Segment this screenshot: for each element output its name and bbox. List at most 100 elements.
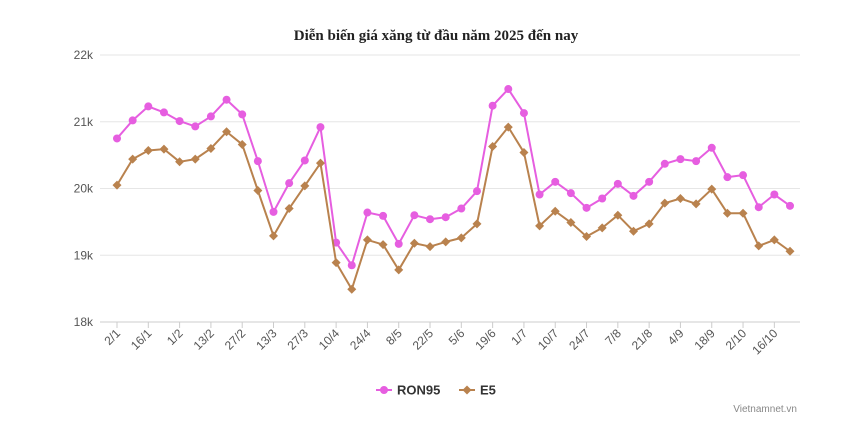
y-tick-label: 22k (74, 48, 94, 62)
e5-point (347, 284, 357, 294)
e5-point (738, 208, 748, 218)
e5-point (425, 242, 435, 252)
e5-point (112, 180, 122, 190)
x-tick-label: 16/1 (128, 326, 155, 353)
e5-point (597, 223, 607, 233)
legend-item-ron95[interactable]: RON95 (376, 383, 440, 398)
legend-e5-label: E5 (480, 383, 496, 398)
ron95-point (535, 190, 544, 199)
ron95-point (504, 85, 513, 94)
ron95-point (551, 177, 560, 186)
series-layer (112, 85, 795, 294)
x-tick-label: 13/3 (253, 326, 280, 353)
y-tick-label: 19k (74, 248, 94, 262)
ron95-point (316, 123, 325, 132)
e5-point (691, 199, 701, 209)
ron95-point (128, 116, 137, 125)
x-tick-label: 7/8 (602, 326, 624, 348)
x-tick-label: 24/4 (347, 326, 374, 353)
x-tick-label: 4/9 (665, 326, 687, 348)
x-tick-label: 1/2 (164, 326, 186, 348)
ron95-point (426, 215, 435, 224)
e5-point (331, 258, 341, 268)
ron95-point (191, 122, 200, 131)
e5-line (116, 126, 791, 291)
e5-point (269, 231, 279, 241)
legend[interactable]: RON95 E5 (376, 383, 496, 398)
x-tick-label: 10/7 (535, 326, 562, 353)
x-tick-label: 27/3 (285, 326, 312, 353)
ron95-point (754, 203, 763, 212)
e5-point (159, 144, 169, 154)
legend-ron95-marker (380, 386, 388, 394)
e5-point (644, 219, 654, 229)
grid-lines (100, 54, 800, 256)
x-tick-label: 19/6 (472, 326, 499, 353)
legend-e5-marker (462, 385, 472, 395)
e5-point (707, 184, 717, 194)
e5-point (550, 206, 560, 216)
e5-point (128, 154, 138, 164)
ron95-point (175, 117, 184, 126)
e5-point (222, 127, 232, 137)
ron95-point (159, 108, 168, 117)
e5-point (378, 240, 388, 250)
e5-point (754, 241, 764, 251)
ron95-point (786, 201, 794, 210)
x-tick-label: 10/4 (316, 326, 343, 353)
ron95-point (363, 208, 372, 217)
legend-item-e5[interactable]: E5 (459, 383, 496, 398)
x-tick-label: 24/7 (566, 326, 593, 353)
e5-point (300, 181, 310, 191)
e5-point (237, 139, 247, 149)
e5-point (394, 265, 404, 275)
ron95-point (566, 189, 575, 198)
ron95-point (253, 157, 262, 166)
chart-title: Diễn biến giá xăng từ đầu năm 2025 đến n… (294, 28, 579, 44)
ron95-point (582, 203, 591, 212)
y-tick-label: 21k (74, 115, 94, 129)
e5-point (441, 237, 451, 247)
ron95-point (613, 179, 622, 188)
e5-point (535, 221, 545, 231)
ron95-point (707, 143, 716, 152)
series-ron95 (113, 85, 794, 270)
y-axis: 18k 19k 20k 21k 22k (74, 48, 94, 329)
e5-point (660, 198, 670, 208)
x-tick-label: 22/5 (410, 326, 437, 353)
e5-point (722, 208, 732, 218)
e5-point (785, 246, 795, 256)
e5-point (472, 219, 482, 229)
ron95-point (598, 194, 607, 203)
e5-point (582, 232, 592, 242)
ron95-point (300, 156, 309, 165)
e5-point (315, 158, 325, 168)
series-e5 (112, 122, 795, 294)
ron95-point (394, 239, 403, 248)
e5-point (175, 157, 185, 167)
ron95-point (222, 95, 231, 104)
ron95-point (144, 102, 153, 111)
e5-point (613, 210, 623, 220)
x-tick-label: 5/6 (446, 326, 468, 348)
e5-point (362, 235, 372, 245)
e5-point (456, 233, 466, 243)
e5-point (190, 154, 200, 164)
ron95-point (723, 173, 732, 182)
x-tick-label: 1/7 (508, 326, 530, 348)
ron95-point (519, 109, 528, 118)
ron95-point (629, 191, 638, 200)
e5-point (566, 218, 576, 228)
ron95-point (488, 101, 497, 110)
ron95-point (379, 211, 388, 220)
ron95-point (285, 179, 294, 188)
x-tick-label: 21/8 (629, 326, 656, 353)
ron95-point (238, 110, 247, 119)
x-tick-label: 2/1 (101, 326, 123, 348)
x-tick-label: 18/9 (691, 326, 718, 353)
e5-point (253, 186, 263, 196)
e5-point (503, 122, 513, 132)
e5-point (143, 145, 153, 155)
e5-point (519, 147, 529, 157)
